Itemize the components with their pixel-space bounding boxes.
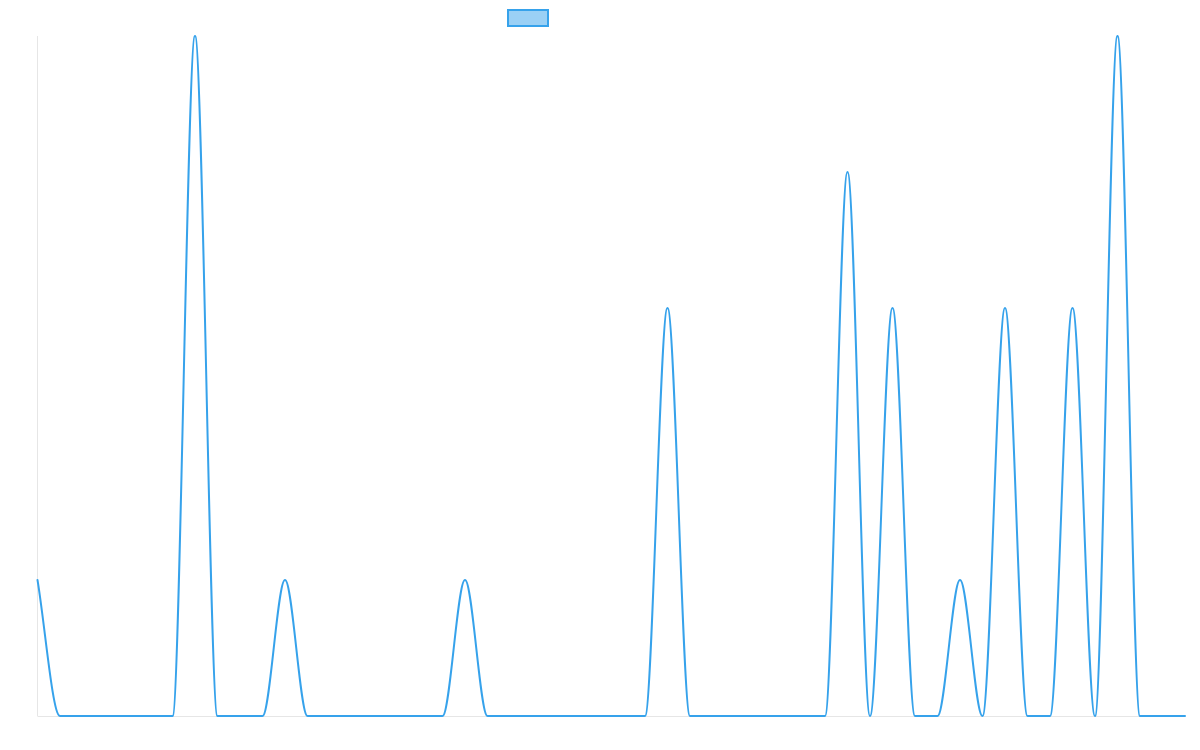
legend[interactable] xyxy=(507,9,549,27)
data-point[interactable] xyxy=(461,576,469,584)
data-point[interactable] xyxy=(1091,712,1099,720)
data-point[interactable] xyxy=(641,712,649,720)
data-point[interactable] xyxy=(1114,32,1122,40)
data-point[interactable] xyxy=(686,712,694,720)
data-point[interactable] xyxy=(709,712,717,720)
data-point[interactable] xyxy=(259,712,267,720)
data-point[interactable] xyxy=(169,712,177,720)
data-point[interactable] xyxy=(146,712,154,720)
data-point[interactable] xyxy=(1159,712,1167,720)
data-point[interactable] xyxy=(1136,712,1144,720)
data-point[interactable] xyxy=(236,712,244,720)
data-point[interactable] xyxy=(911,712,919,720)
data-point[interactable] xyxy=(529,712,537,720)
data-point[interactable] xyxy=(214,712,222,720)
data-point[interactable] xyxy=(34,576,42,584)
data-point[interactable] xyxy=(731,712,739,720)
data-point[interactable] xyxy=(1181,712,1189,720)
data-point[interactable] xyxy=(439,712,447,720)
data-point[interactable] xyxy=(1001,304,1009,312)
data-point[interactable] xyxy=(416,712,424,720)
data-point[interactable] xyxy=(79,712,87,720)
series-line-0 xyxy=(36,35,1186,717)
data-point[interactable] xyxy=(371,712,379,720)
data-point[interactable] xyxy=(1046,712,1054,720)
data-point[interactable] xyxy=(664,304,672,312)
data-point[interactable] xyxy=(821,712,829,720)
data-point[interactable] xyxy=(619,712,627,720)
data-point[interactable] xyxy=(1024,712,1032,720)
data-point[interactable] xyxy=(866,712,874,720)
data-point[interactable] xyxy=(754,712,762,720)
data-point[interactable] xyxy=(574,712,582,720)
data-point[interactable] xyxy=(889,304,897,312)
data-point[interactable] xyxy=(551,712,559,720)
data-point[interactable] xyxy=(191,32,199,40)
data-point[interactable] xyxy=(844,168,852,176)
data-point[interactable] xyxy=(281,576,289,584)
data-point[interactable] xyxy=(124,712,132,720)
data-point[interactable] xyxy=(799,712,807,720)
data-point[interactable] xyxy=(979,712,987,720)
data-point[interactable] xyxy=(304,712,312,720)
data-point[interactable] xyxy=(56,712,64,720)
series-group xyxy=(34,32,1189,720)
data-point[interactable] xyxy=(1069,304,1077,312)
data-point[interactable] xyxy=(506,712,514,720)
data-point[interactable] xyxy=(101,712,109,720)
data-point[interactable] xyxy=(349,712,357,720)
data-point[interactable] xyxy=(596,712,604,720)
data-point[interactable] xyxy=(484,712,492,720)
data-point[interactable] xyxy=(776,712,784,720)
data-point[interactable] xyxy=(326,712,334,720)
data-point[interactable] xyxy=(956,576,964,584)
legend-swatch[interactable] xyxy=(507,9,549,27)
data-point[interactable] xyxy=(394,712,402,720)
data-point[interactable] xyxy=(934,712,942,720)
